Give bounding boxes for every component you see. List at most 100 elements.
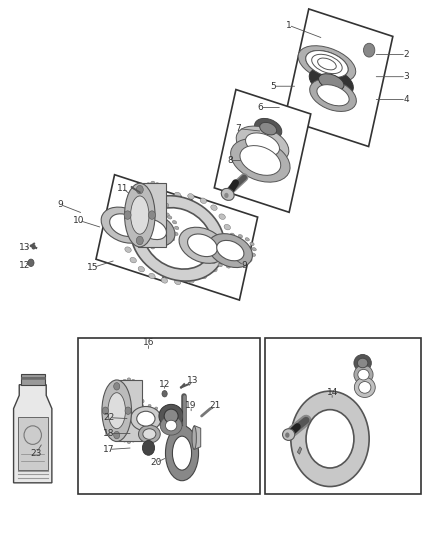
Polygon shape [96,175,181,281]
Ellipse shape [187,234,217,256]
Ellipse shape [359,382,371,393]
Bar [18,417,47,470]
Ellipse shape [206,256,211,259]
Ellipse shape [221,188,234,200]
Ellipse shape [114,418,118,422]
Ellipse shape [161,417,164,420]
Ellipse shape [138,266,145,272]
Ellipse shape [175,226,179,230]
Ellipse shape [131,196,225,281]
Ellipse shape [138,425,160,443]
Ellipse shape [226,265,230,268]
Ellipse shape [161,278,168,283]
Text: 12: 12 [159,379,170,389]
Ellipse shape [140,399,144,403]
Ellipse shape [252,247,256,251]
Ellipse shape [128,417,131,420]
Ellipse shape [108,393,125,429]
Text: 10: 10 [222,244,233,253]
Ellipse shape [170,237,175,241]
Ellipse shape [173,436,191,470]
Circle shape [136,236,143,245]
Ellipse shape [205,245,209,248]
Ellipse shape [113,409,117,413]
Text: 16: 16 [143,338,154,348]
Ellipse shape [159,423,162,426]
Ellipse shape [143,208,212,269]
Text: 6: 6 [258,103,263,112]
Ellipse shape [134,407,137,410]
Ellipse shape [317,85,349,106]
Circle shape [102,407,109,415]
Ellipse shape [146,243,151,247]
Ellipse shape [211,266,217,272]
Ellipse shape [151,245,155,249]
Ellipse shape [124,183,155,247]
Polygon shape [194,425,201,449]
Ellipse shape [102,380,131,441]
Ellipse shape [291,391,369,487]
Ellipse shape [205,251,208,254]
Ellipse shape [222,233,226,237]
Ellipse shape [161,212,165,216]
Bar [78,338,260,495]
Ellipse shape [160,416,182,435]
Ellipse shape [148,245,153,248]
Ellipse shape [127,229,131,232]
Ellipse shape [131,218,135,221]
Ellipse shape [131,196,149,234]
Circle shape [114,431,120,439]
Text: 11: 11 [117,183,128,192]
Ellipse shape [318,74,344,90]
Ellipse shape [155,428,158,430]
Ellipse shape [130,214,136,220]
Ellipse shape [134,427,137,430]
Ellipse shape [142,239,147,243]
Circle shape [285,432,290,438]
Circle shape [224,193,229,198]
Ellipse shape [357,358,368,368]
Ellipse shape [141,430,144,433]
Ellipse shape [298,46,356,82]
Ellipse shape [208,233,252,268]
Ellipse shape [119,384,123,388]
Ellipse shape [149,273,155,279]
Ellipse shape [164,241,169,245]
Ellipse shape [354,365,373,384]
Ellipse shape [166,425,198,481]
Ellipse shape [143,429,156,439]
Ellipse shape [254,118,282,139]
Ellipse shape [250,242,254,246]
Ellipse shape [131,407,161,431]
Circle shape [124,211,131,219]
Ellipse shape [135,384,139,388]
Ellipse shape [159,405,184,427]
Ellipse shape [283,429,295,440]
Ellipse shape [127,378,131,382]
Ellipse shape [162,194,166,198]
Ellipse shape [238,235,243,238]
Text: 22: 22 [103,413,114,422]
Ellipse shape [131,379,135,384]
Ellipse shape [164,223,169,227]
Ellipse shape [188,278,194,283]
Ellipse shape [358,369,369,380]
Text: 4: 4 [403,95,409,104]
Ellipse shape [119,433,123,438]
Ellipse shape [164,409,178,423]
Text: 23: 23 [31,449,42,458]
Text: 19: 19 [185,401,197,410]
Ellipse shape [242,262,246,265]
Circle shape [142,440,155,455]
Circle shape [28,259,34,266]
Ellipse shape [188,193,194,199]
Text: 10: 10 [73,216,85,225]
Ellipse shape [159,411,162,414]
Circle shape [162,391,167,397]
Polygon shape [285,9,393,147]
Ellipse shape [141,409,145,413]
Ellipse shape [218,263,223,266]
Ellipse shape [157,244,161,247]
Text: 21: 21 [210,401,221,410]
Ellipse shape [174,232,178,236]
